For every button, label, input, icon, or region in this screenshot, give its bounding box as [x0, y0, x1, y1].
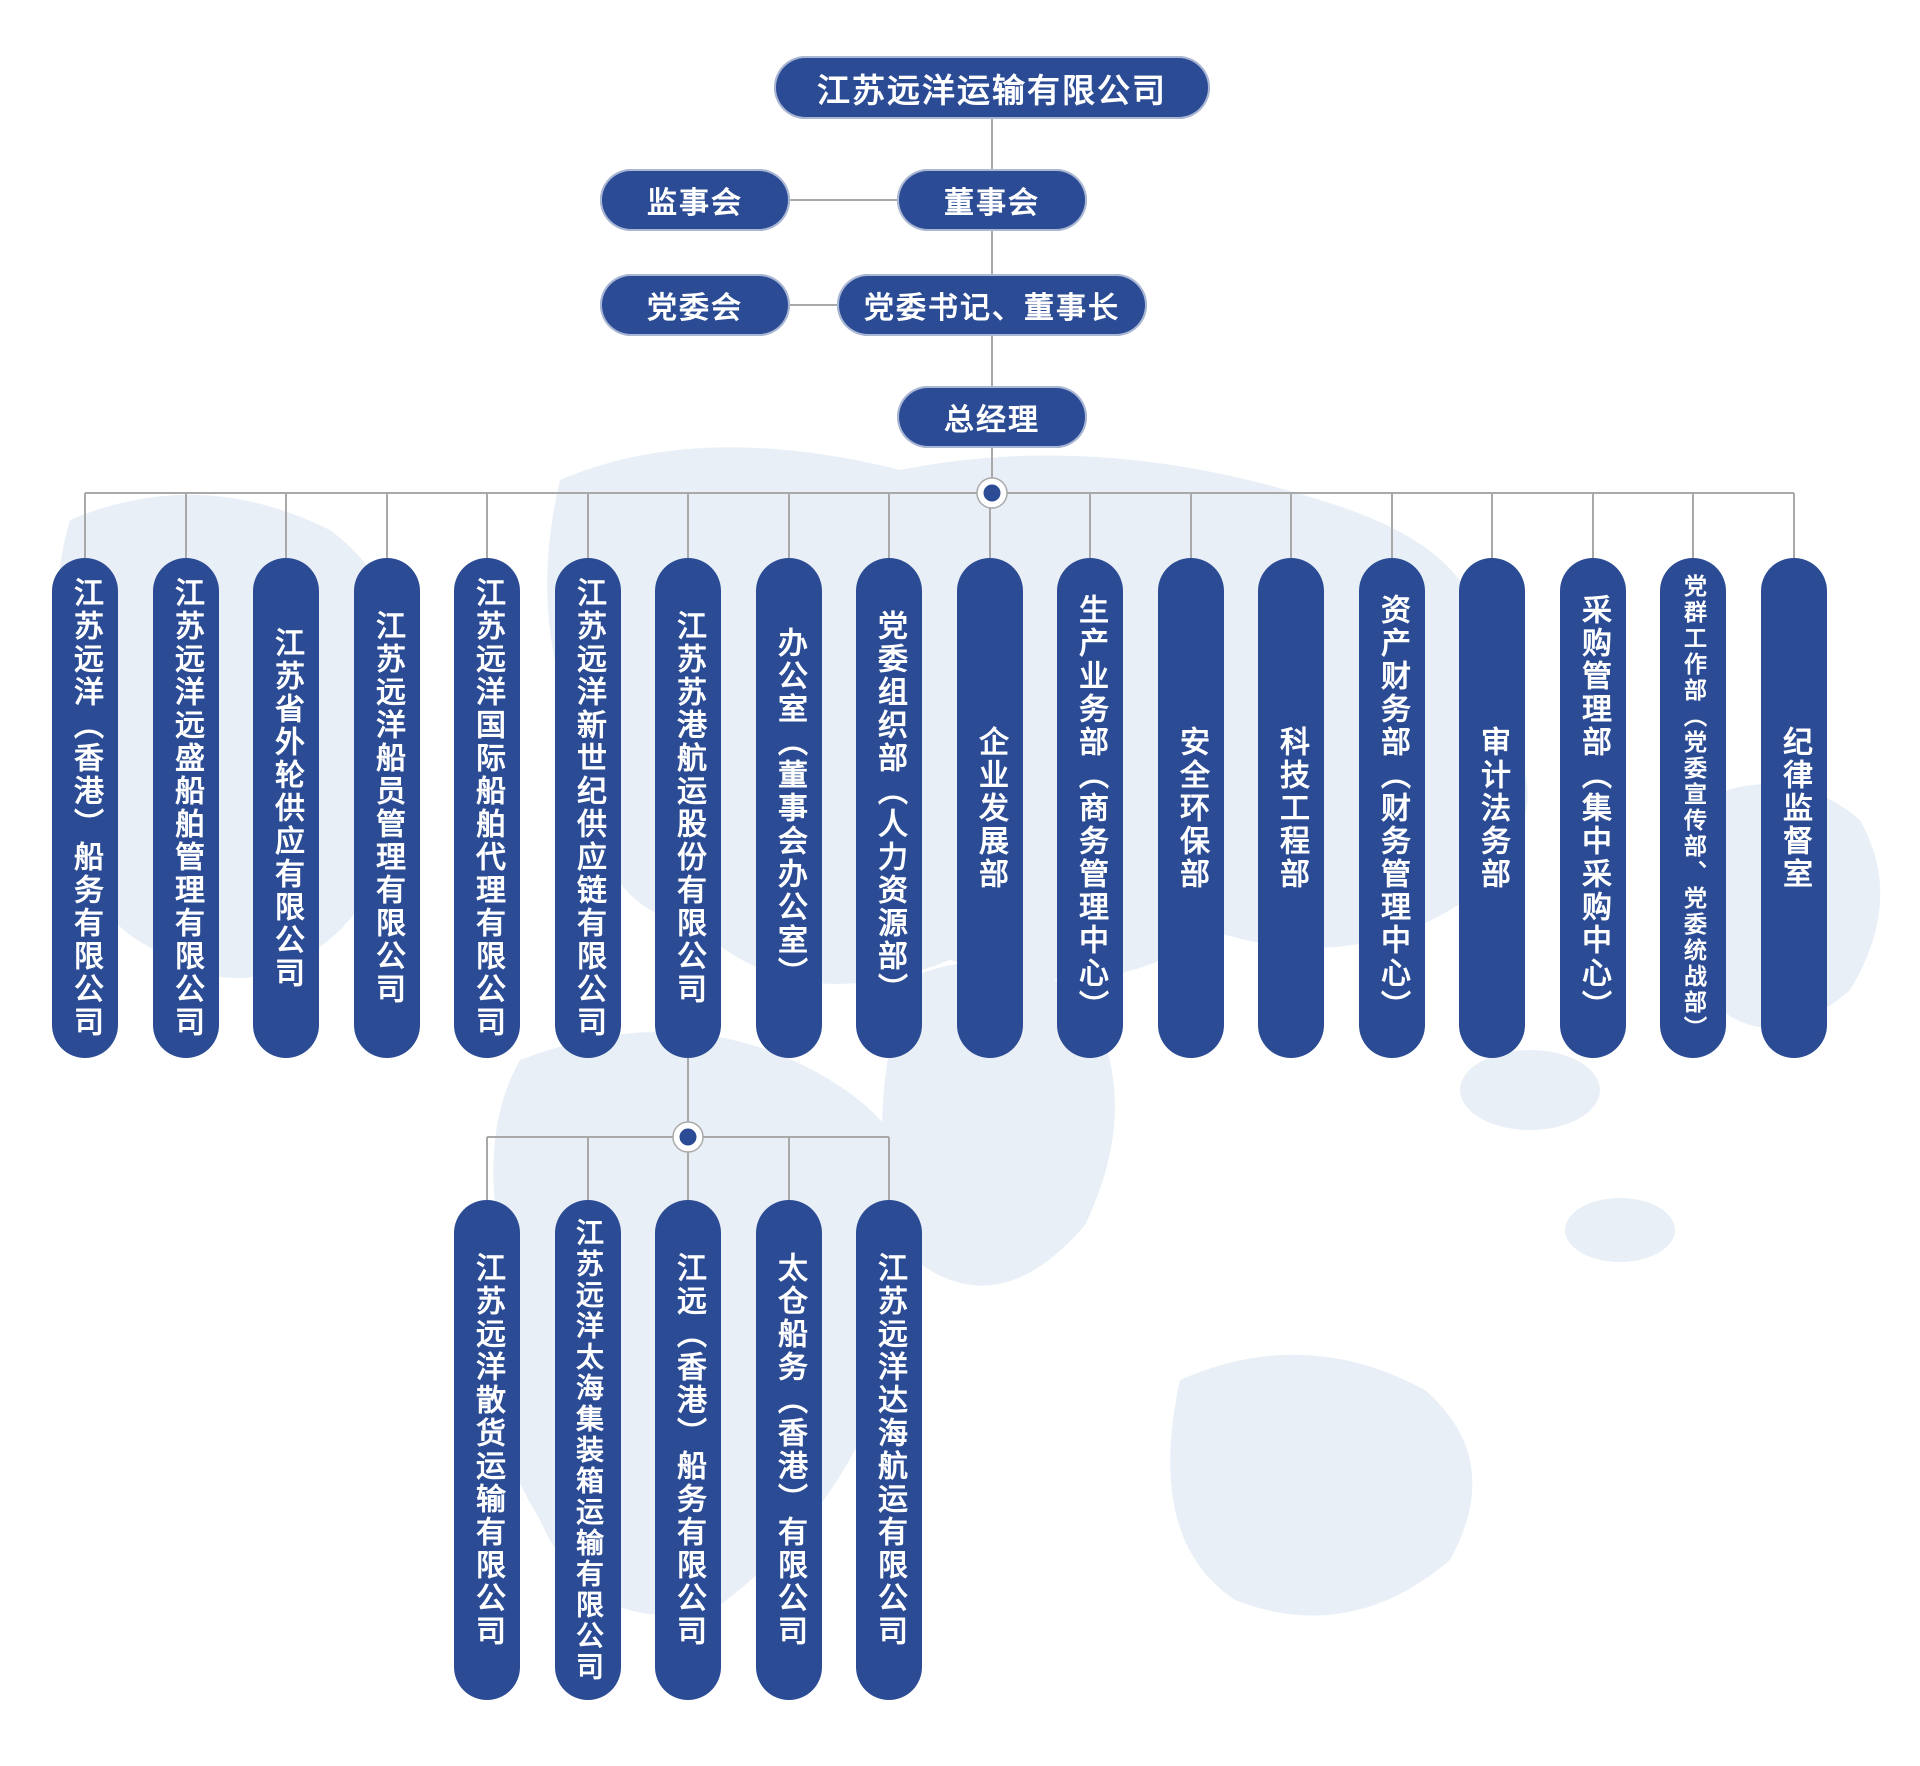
org-pill-node: 江苏远洋船员管理有限公司 [354, 558, 420, 1058]
org-pill-node: 江苏远洋达海航运有限公司 [856, 1200, 922, 1700]
org-pill-node: 江苏远洋散货运输有限公司 [454, 1200, 520, 1700]
org-pill-label: 企业发展部 [974, 725, 1007, 891]
org-pill-node: 江苏远洋新世纪供应链有限公司 [555, 558, 621, 1058]
org-pill-label: 江苏远洋远盛船舶管理有限公司 [170, 577, 203, 1039]
org-pill-label: 江苏远洋达海航运有限公司 [873, 1252, 906, 1648]
org-pill-node: 资产财务部（财务管理中心） [1359, 558, 1425, 1058]
org-pill-label: 江苏远洋太海集装箱运输有限公司 [573, 1217, 604, 1683]
org-pill-label: 纪律监督室 [1778, 725, 1811, 891]
org-pill-label: 采购管理部（集中采购中心） [1577, 593, 1610, 1023]
org-pill-node: 江苏省外轮供应有限公司 [253, 558, 319, 1058]
node-supervisory-board: 监事会 [600, 169, 790, 231]
org-pill-node: 江远（香港）船务有限公司 [655, 1200, 721, 1700]
org-pill-node: 企业发展部 [957, 558, 1023, 1058]
org-pill-label: 江苏远洋国际船舶代理有限公司 [471, 577, 504, 1039]
org-pill-label: 审计法务部 [1476, 725, 1509, 891]
node-board-of-directors: 董事会 [897, 169, 1087, 231]
org-pill-node: 纪律监督室 [1761, 558, 1827, 1058]
org-pill-node: 党群工作部（党委宣传部、党委统战部） [1660, 558, 1726, 1058]
org-pill-label: 办公室（董事会办公室） [773, 626, 806, 990]
org-pill-label: 党委组织部（人力资源部） [873, 610, 906, 1006]
org-pill-label: 江苏省外轮供应有限公司 [270, 626, 303, 990]
org-pill-node: 采购管理部（集中采购中心） [1560, 558, 1626, 1058]
org-pill-node: 办公室（董事会办公室） [756, 558, 822, 1058]
org-pill-label: 资产财务部（财务管理中心） [1376, 593, 1409, 1023]
org-pill-label: 党群工作部（党委宣传部、党委统战部） [1680, 574, 1707, 1042]
org-pill-label: 江远（香港）船务有限公司 [672, 1252, 705, 1648]
org-pill-label: 江苏远洋（香港）船务有限公司 [69, 577, 102, 1039]
node-company-root: 江苏远洋运输有限公司 [774, 56, 1210, 119]
org-pill-label: 江苏远洋散货运输有限公司 [471, 1252, 504, 1648]
org-pill-node: 安全环保部 [1158, 558, 1224, 1058]
org-pill-node: 太仓船务（香港）有限公司 [756, 1200, 822, 1700]
org-pill-node: 科技工程部 [1258, 558, 1324, 1058]
org-pill-node: 江苏远洋远盛船舶管理有限公司 [153, 558, 219, 1058]
org-pill-label: 科技工程部 [1275, 725, 1308, 891]
org-pill-node: 江苏远洋（香港）船务有限公司 [52, 558, 118, 1058]
org-pill-label: 安全环保部 [1175, 725, 1208, 891]
org-pill-label: 江苏远洋新世纪供应链有限公司 [572, 577, 605, 1039]
org-pill-node: 党委组织部（人力资源部） [856, 558, 922, 1058]
org-pill-node: 审计法务部 [1459, 558, 1525, 1058]
org-pill-node: 江苏远洋国际船舶代理有限公司 [454, 558, 520, 1058]
org-pill-node: 生产业务部（商务管理中心） [1057, 558, 1123, 1058]
org-pill-node: 江苏远洋太海集装箱运输有限公司 [555, 1200, 621, 1700]
org-pill-label: 太仓船务（香港）有限公司 [773, 1252, 806, 1648]
node-party-secretary-chairman: 党委书记、董事长 [837, 274, 1147, 336]
org-pill-label: 生产业务部（商务管理中心） [1074, 593, 1107, 1023]
node-general-manager: 总经理 [897, 386, 1087, 448]
org-pill-node: 江苏苏港航运股份有限公司 [655, 558, 721, 1058]
org-pill-label: 江苏苏港航运股份有限公司 [672, 610, 705, 1006]
node-party-committee: 党委会 [600, 274, 790, 336]
org-pill-label: 江苏远洋船员管理有限公司 [371, 610, 404, 1006]
